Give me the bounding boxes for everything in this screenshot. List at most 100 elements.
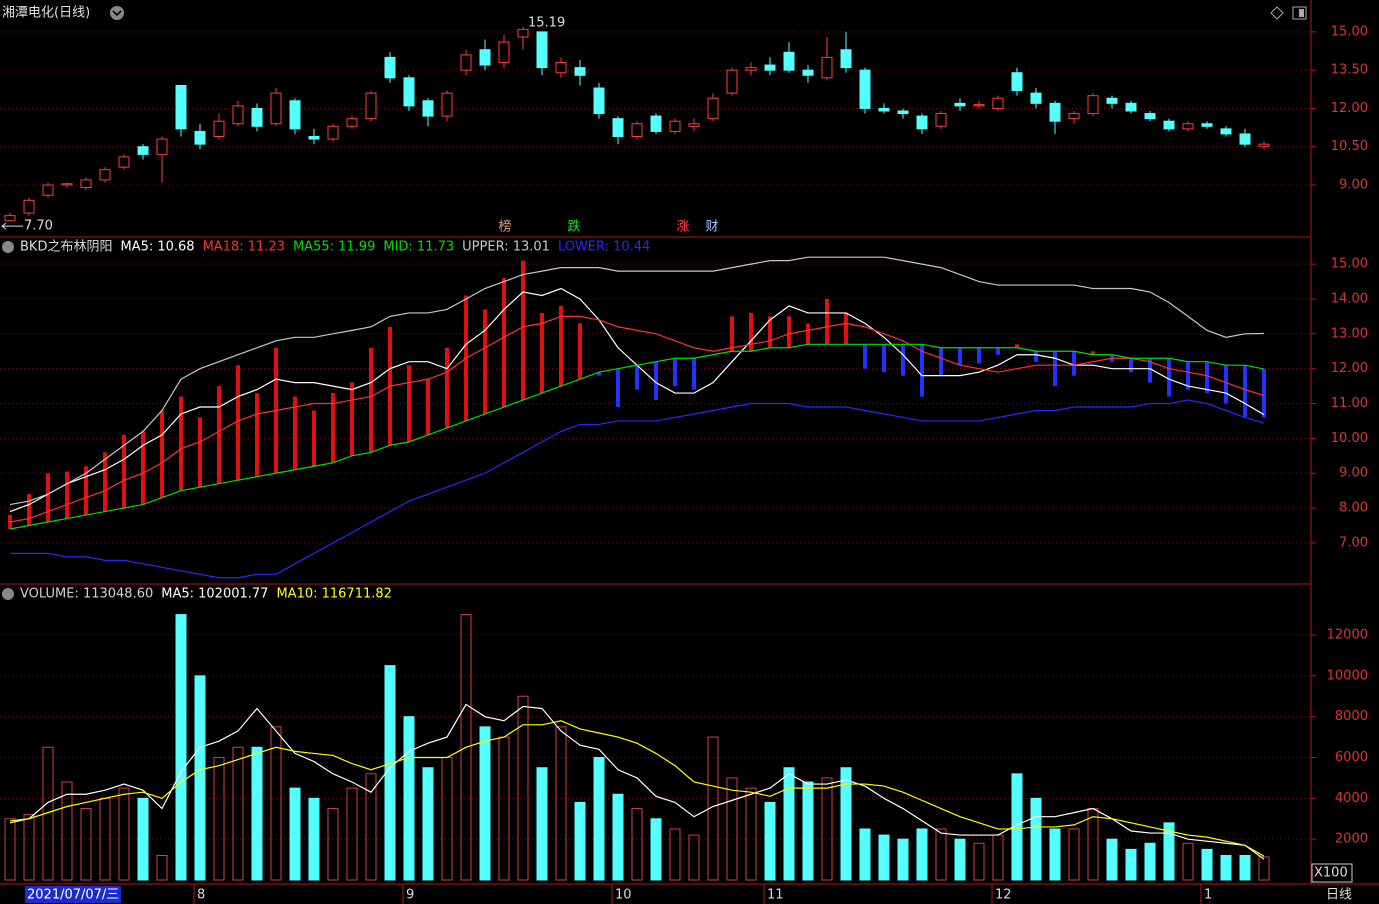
indicator-bar — [217, 386, 221, 484]
y-tick-label: 10.50 — [1331, 139, 1368, 154]
legend-entry: MA5: 10.68 — [120, 240, 194, 255]
volume-bar — [935, 828, 947, 881]
volume-bar — [897, 838, 909, 881]
series-line — [9, 703, 1265, 860]
volume-bar — [878, 834, 890, 881]
volume-bar — [1182, 842, 1194, 881]
volume-bar — [61, 781, 73, 881]
candle-body — [612, 118, 624, 138]
volume-bar — [859, 828, 871, 881]
diamond-icon[interactable] — [1270, 6, 1284, 20]
x-tick-label: 11 — [767, 888, 784, 903]
indicator-bar — [502, 278, 506, 408]
y-tick-label: 13.00 — [1331, 326, 1368, 341]
candle-body — [688, 123, 700, 127]
candle-body — [1201, 123, 1213, 127]
volume-bar — [612, 793, 624, 881]
candle-body — [916, 115, 928, 130]
period-button[interactable]: 日线 — [1326, 888, 1352, 903]
series-line — [10, 399, 1265, 579]
legend-entry: MA10: 116711.82 — [276, 587, 391, 602]
candle-body — [327, 125, 339, 140]
x-tick-label: 1 — [1204, 888, 1212, 903]
candle-body — [1239, 133, 1251, 145]
indicator-bar — [787, 316, 791, 348]
candle-body — [821, 56, 833, 79]
indicator-bar — [1015, 344, 1019, 348]
candle-body — [631, 123, 643, 138]
volume-bar — [232, 746, 244, 881]
indicator-bar — [901, 344, 905, 376]
candle-body — [650, 115, 662, 132]
cursor-date-box — [25, 886, 121, 903]
window-icon[interactable] — [1292, 6, 1307, 20]
indicator-bar — [920, 344, 924, 397]
volume-bar — [4, 818, 16, 881]
candle-body — [403, 77, 415, 107]
volume-bar — [23, 814, 35, 881]
indicator-bar — [825, 298, 829, 345]
candle-body — [764, 64, 776, 71]
y-tick-label: 14.00 — [1331, 291, 1368, 306]
candle-body — [1011, 72, 1023, 92]
high-annotation: 15.19 — [528, 16, 565, 31]
candle-body — [175, 84, 187, 130]
y-tick-label: 2000 — [1335, 832, 1368, 847]
volume-bar — [479, 726, 491, 881]
indicator-bar — [293, 396, 297, 470]
indicator-bar — [1186, 361, 1190, 390]
volume-bar — [954, 838, 966, 881]
indicator-bar — [103, 452, 107, 512]
menu-icon[interactable] — [2, 588, 14, 600]
y-tick-label: 9.00 — [1339, 177, 1368, 192]
indicator-bar — [1053, 351, 1057, 387]
y-tick-label: 15.00 — [1331, 24, 1368, 39]
candle-body — [346, 118, 358, 127]
indicator-bar — [1129, 358, 1133, 373]
indicator-bar — [1262, 369, 1266, 418]
indicator-bar — [84, 466, 88, 516]
indicator-bar — [1072, 351, 1076, 376]
volume-bar — [403, 716, 415, 881]
candle-body — [460, 54, 472, 71]
volume-bar — [80, 808, 92, 881]
legend-entry: MID: 11.73 — [383, 240, 454, 255]
menu-icon-arrow — [112, 10, 122, 17]
series-line — [9, 720, 1265, 857]
x-tick-label: 12 — [995, 888, 1012, 903]
candle-body — [1125, 102, 1137, 112]
candle-body — [669, 120, 681, 132]
candle-body — [384, 56, 396, 79]
candle-body — [498, 41, 510, 64]
indicator-bar — [426, 379, 430, 435]
candle-body — [1220, 128, 1232, 135]
y-tick-label: 7.00 — [1339, 535, 1368, 550]
indicator-bar — [198, 417, 202, 488]
candle-body — [536, 31, 548, 69]
menu-icon[interactable] — [2, 241, 14, 253]
volume-bar — [289, 787, 301, 881]
indicator-bar — [350, 382, 354, 456]
series-line — [9, 343, 1265, 530]
candle-body — [783, 51, 795, 71]
event-marker: 涨 — [676, 220, 689, 235]
candle-body — [42, 184, 54, 196]
indicator-bar — [122, 434, 126, 509]
low-arrow — [1, 222, 23, 230]
candle-body — [859, 69, 871, 109]
candle-body — [1163, 120, 1175, 130]
indicator-bar — [996, 347, 1000, 355]
candle-body — [270, 92, 282, 125]
low-annotation: 7.70 — [24, 219, 53, 234]
volume-bar — [1030, 797, 1042, 881]
volume-bar — [821, 777, 833, 881]
volume-bar — [593, 757, 605, 881]
indicator-bar — [179, 396, 183, 491]
volume-bar — [1163, 822, 1175, 881]
indicator-bar — [1224, 365, 1228, 404]
indicator-bar — [331, 393, 335, 463]
volume-bar — [1144, 842, 1156, 881]
volume-bar — [1258, 856, 1270, 881]
menu-icon[interactable] — [110, 6, 124, 20]
